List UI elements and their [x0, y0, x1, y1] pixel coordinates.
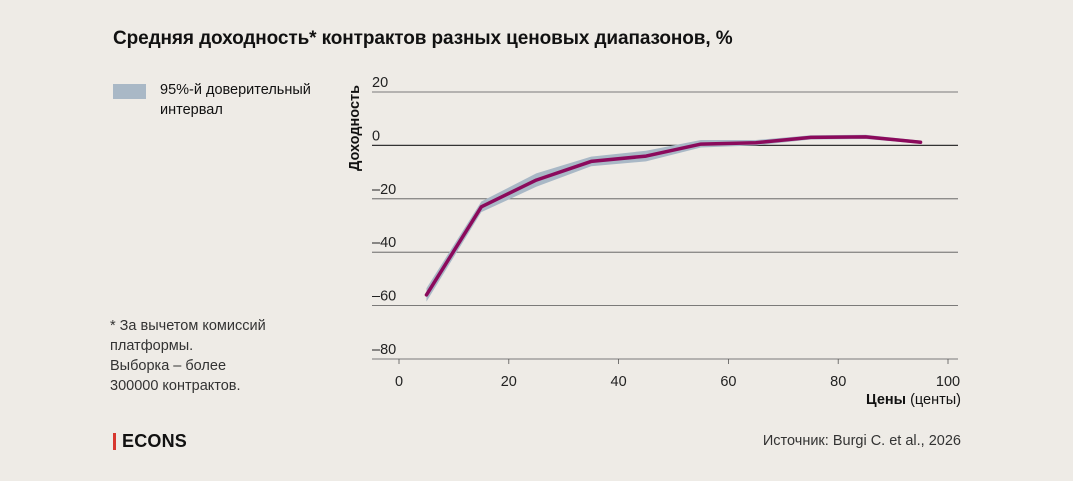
- footnote-line: 300000 контрактов.: [110, 378, 241, 394]
- x-tick-label: 80: [830, 374, 846, 390]
- y-tick-label: –40: [372, 235, 396, 251]
- x-tick-label: 60: [720, 374, 736, 390]
- chart-title: Средняя доходность* контрактов разных це…: [113, 28, 733, 49]
- footnote: * За вычетом комиссий платформы. Выборка…: [110, 316, 340, 396]
- y-tick-label: –80: [372, 342, 396, 358]
- y-tick-label: 20: [372, 75, 388, 91]
- source-note: Источник: Burgi C. et al., 2026: [762, 433, 961, 449]
- logo-text: ECONS: [122, 431, 188, 451]
- x-axis-label-main: Цены: [866, 392, 907, 408]
- confidence-band: [426, 134, 921, 302]
- y-tick-label: –20: [372, 182, 396, 198]
- x-tick-label: 40: [611, 374, 627, 390]
- x-tick-label: 100: [936, 374, 960, 390]
- x-axis-label: Цены (центы): [866, 392, 961, 408]
- y-tick-label: –60: [372, 289, 396, 305]
- series-line: [424, 135, 923, 297]
- econs-logo: ECONS: [113, 431, 187, 452]
- legend: 95%-й доверительный интервал: [113, 80, 340, 120]
- x-axis-label-unit: (центы): [910, 392, 961, 408]
- x-tick-label: 0: [395, 374, 403, 390]
- y-axis-label: Доходность: [347, 85, 363, 171]
- footnote-line: платформы.: [110, 338, 194, 354]
- y-tick-label: 0: [372, 128, 380, 144]
- footnote-line: Выборка – более: [110, 358, 227, 374]
- x-tick-label: 20: [501, 374, 517, 390]
- legend-band-label: 95%-й доверительный интервал: [160, 82, 311, 118]
- logo-accent-bar: [113, 433, 116, 450]
- legend-band-swatch: [113, 84, 146, 99]
- footnote-line: * За вычетом комиссий: [110, 318, 266, 334]
